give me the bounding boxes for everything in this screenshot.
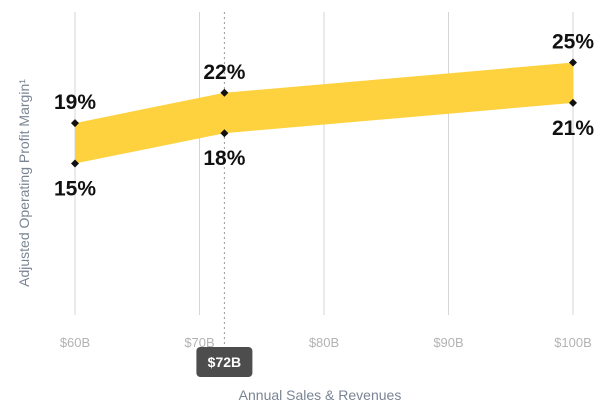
x-tick-label: $90B <box>433 335 463 350</box>
x-tick-label: $70B <box>184 335 214 350</box>
marker-badge: $72B <box>196 347 253 377</box>
data-point <box>220 129 229 138</box>
data-label: 19% <box>54 91 96 114</box>
x-tick-labels: $60B $70B $80B $90B $100B <box>60 335 592 350</box>
data-points <box>71 58 577 168</box>
marker-badge-box <box>196 347 253 377</box>
data-point <box>220 88 229 97</box>
data-label: 15% <box>54 178 96 201</box>
data-point <box>569 98 577 107</box>
x-tick-label: $100B <box>554 335 592 350</box>
grid-lines <box>74 12 574 315</box>
data-label: 25% <box>552 31 594 54</box>
x-tick-label: $80B <box>309 335 339 350</box>
y-axis-label: Adjusted Operating Profit Margin¹ <box>16 79 32 287</box>
data-point <box>71 119 79 128</box>
data-labels: 19% 15% 22% 18% 25% 21% <box>54 31 594 201</box>
data-label: 21% <box>552 117 594 140</box>
data-point <box>71 159 79 168</box>
x-axis-label: Annual Sales & Revenues <box>239 387 402 403</box>
x-tick-label: $60B <box>60 335 90 350</box>
data-point <box>569 58 577 67</box>
data-label: 18% <box>203 147 245 170</box>
margin-band <box>75 62 573 164</box>
marker-badge-label: $72B <box>208 354 241 370</box>
data-label: 22% <box>203 61 245 84</box>
